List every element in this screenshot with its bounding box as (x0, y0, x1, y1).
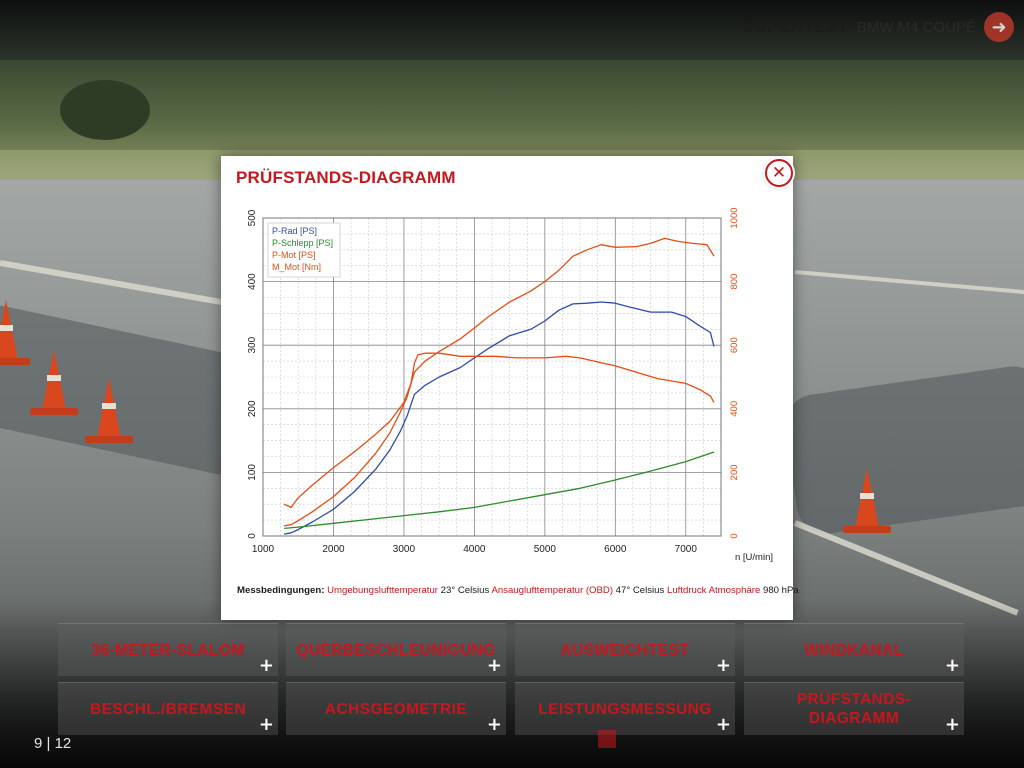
legend-entry: M_Mot [Nm] (272, 262, 321, 272)
tile-windkanal[interactable]: WINDKANAL + (744, 623, 964, 676)
plus-icon: + (486, 714, 502, 735)
plus-icon: + (258, 655, 274, 676)
legend-entry: P-Rad [PS] (272, 226, 317, 236)
tile-beschl-bremsen[interactable]: BESCHL./BREMSEN + (58, 682, 278, 735)
y-tick-label-right: 400 (729, 401, 740, 417)
y-tick-label-left: 100 (247, 464, 258, 481)
tile-label: LEISTUNGSMESSUNG (538, 700, 712, 718)
conditions-part: 47° Celsius (613, 585, 667, 596)
legend-box (267, 222, 341, 278)
x-tick-label: 7000 (675, 544, 698, 555)
background-tree (60, 80, 150, 140)
plus-icon: + (944, 655, 960, 676)
plus-icon: + (258, 714, 274, 735)
series-line-0 (283, 301, 715, 535)
conditions-part: Ansauglufttemperatur (OBD) (491, 585, 614, 596)
x-tick-label: 4000 (463, 544, 486, 555)
page-indicator: 9 | 12 (34, 735, 72, 752)
x-tick-label: 6000 (604, 544, 627, 555)
plus-icon: + (944, 714, 960, 735)
brand-title: SUPERTEST (742, 17, 849, 36)
series-line-3 (283, 352, 715, 509)
plus-icon: + (486, 655, 502, 676)
y-tick-label-right: 1000 (729, 207, 740, 228)
x-tick-label: 5000 (534, 544, 557, 555)
background-fade (0, 600, 1024, 768)
dyno-chart: 1000 2000 3000 4000 5000 6000 7000010020030040… (247, 207, 773, 563)
modal-title: PRÜFSTANDS-DIAGRAMM (236, 168, 456, 187)
y-tick-label-right: 600 (729, 337, 740, 353)
y-tick-label-left: 0 (247, 533, 258, 539)
plus-icon: + (715, 655, 731, 676)
tile-label: ACHSGEOMETRIE (324, 700, 468, 718)
arrow-left-icon[interactable]: ➜ (984, 12, 1014, 42)
y-tick-label-right: 200 (729, 464, 740, 480)
conditions-label: Messbedingungen: (237, 585, 328, 596)
tile-label: WINDKANAL (804, 641, 904, 659)
tile-label: PRÜFSTANDS- DIAGRAMM (796, 691, 912, 727)
y-tick-label-left: 400 (247, 273, 258, 290)
conditions-part: Luftdruck Atmosphäre (666, 585, 761, 596)
series-line-2 (283, 237, 715, 527)
x-tick-label: 1000 (252, 544, 275, 555)
y-tick-label-right: 0 (729, 533, 740, 538)
measurement-conditions: Messbedingungen: Umgebungslufttemperatur… (237, 585, 799, 596)
x-tick-label: 3000 (393, 544, 416, 555)
x-tick-label: 2000 (322, 544, 345, 555)
x-axis-label: n [U/min] (735, 552, 773, 563)
series-line-1 (284, 451, 715, 530)
plus-icon: + (715, 714, 731, 735)
brand-subtitle: BMW M4 COUPÉ (856, 18, 976, 36)
y-tick-label-left: 300 (247, 336, 258, 353)
conditions-part: 980 hPa (760, 585, 799, 596)
legend-entry: P-Schlepp [PS] (272, 238, 333, 248)
y-tick-label-left: 500 (247, 209, 258, 226)
tile-achsgeometrie[interactable]: ACHSGEOMETRIE + (286, 682, 506, 735)
conditions-part: 23° Celsius (438, 585, 492, 596)
brand-header: SUPERTEST BMW M4 COUPÉ ➜ (742, 10, 1014, 44)
tile-label: QUERBESCHLEUNIGUNG (296, 641, 496, 659)
page-marker (598, 730, 616, 748)
tile-ausweichtest[interactable]: AUSWEICHTEST + (515, 623, 735, 676)
y-tick-label-left: 200 (247, 400, 258, 417)
y-tick-label-right: 800 (729, 274, 740, 290)
legend-entry: P-Mot [PS] (272, 250, 316, 260)
chart-modal: PRÜFSTANDS-DIAGRAMM ✕ 1000 2000 3000 4000 50… (221, 156, 799, 620)
tile-querbeschleunigung[interactable]: QUERBESCHLEUNIGUNG + (286, 623, 506, 676)
tile-leistungsmessung[interactable]: LEISTUNGSMESSUNG + (515, 682, 735, 735)
close-icon[interactable]: ✕ (765, 159, 793, 187)
conditions-part: Umgebungslufttemperatur (327, 585, 438, 596)
tile-prüfstands-diagramm[interactable]: PRÜFSTANDS- DIAGRAMM + (744, 682, 964, 735)
tile-label: BESCHL./BREMSEN (90, 700, 246, 718)
plot-frame (262, 217, 722, 537)
tile-label: AUSWEICHTEST (560, 641, 690, 659)
tile-36-meter-slalom[interactable]: 36-METER-SLALOM + (58, 623, 278, 676)
tile-label: 36-METER-SLALOM (91, 641, 245, 659)
